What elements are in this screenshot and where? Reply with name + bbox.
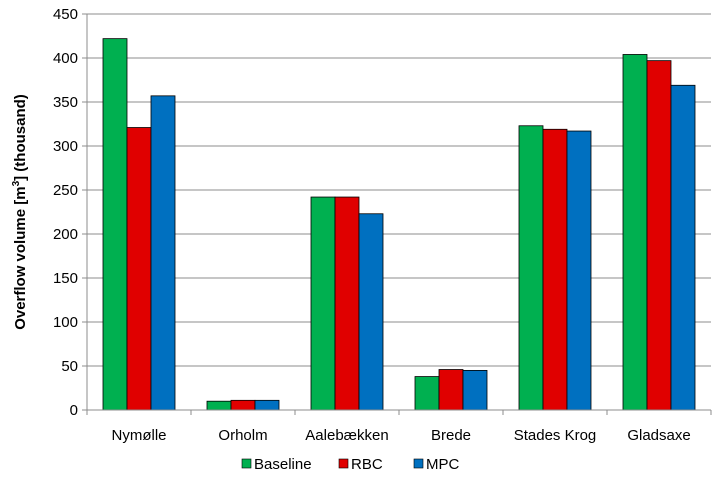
bar-baseline-4 — [414, 376, 440, 411]
bar-rbc-6 — [646, 60, 672, 411]
legend-label-baseline: Baseline — [254, 456, 312, 473]
bar-mpc-4 — [462, 369, 488, 411]
bar-mpc-1 — [150, 95, 176, 411]
y-tick-label: 200 — [53, 226, 78, 243]
y-tick-label: 150 — [53, 270, 78, 287]
x-tick-label: Brede — [431, 427, 471, 444]
y-tick-label: 50 — [61, 358, 78, 375]
x-tick-label: Aalebækken — [305, 427, 388, 444]
x-tick-label: Stades Krog — [514, 427, 597, 444]
bar-baseline-1 — [102, 38, 128, 411]
x-tick-labels: Nymølle Orholm Aalebækken Brede Stades Krog G… — [112, 427, 691, 444]
legend-swatch-baseline — [241, 458, 252, 469]
y-axis-label: Overflow volume [m3] (thousand) — [11, 94, 29, 330]
legend-swatch-rbc — [338, 458, 349, 469]
y-tick-label: 400 — [53, 50, 78, 67]
bar-rbc-3 — [334, 196, 360, 411]
y-tick-label: 450 — [53, 6, 78, 23]
y-tick-label: 250 — [53, 182, 78, 199]
y-tick-label: 0 — [70, 402, 78, 419]
bar-rbc-2 — [230, 399, 256, 411]
legend: Baseline RBC MPC — [241, 456, 460, 473]
legend-swatch-mpc — [413, 458, 424, 469]
bar-baseline-3 — [310, 196, 336, 411]
bar-mpc-5 — [566, 130, 592, 411]
bar-baseline-2 — [206, 400, 232, 411]
bars — [102, 38, 696, 411]
gridlines — [82, 13, 711, 411]
y-tick-labels: 0 50 100 150 200 250 300 350 400 450 — [53, 6, 78, 419]
bar-rbc-5 — [542, 128, 568, 411]
bar-mpc-2 — [254, 399, 280, 411]
bar-baseline-5 — [518, 125, 544, 411]
bar-baseline-6 — [622, 54, 648, 411]
legend-label-rbc: RBC — [351, 456, 383, 473]
y-tick-label: 350 — [53, 94, 78, 111]
x-tick-label: Gladsaxe — [627, 427, 690, 444]
bar-mpc-3 — [358, 213, 384, 411]
bar-rbc-1 — [126, 127, 152, 411]
x-tick-label: Orholm — [218, 427, 267, 444]
bar-rbc-4 — [438, 369, 464, 411]
bar-mpc-6 — [670, 84, 696, 411]
y-tick-label: 100 — [53, 314, 78, 331]
y-tick-label: 300 — [53, 138, 78, 155]
axes — [86, 14, 712, 415]
x-tick-label: Nymølle — [112, 427, 167, 444]
legend-label-mpc: MPC — [426, 456, 460, 473]
